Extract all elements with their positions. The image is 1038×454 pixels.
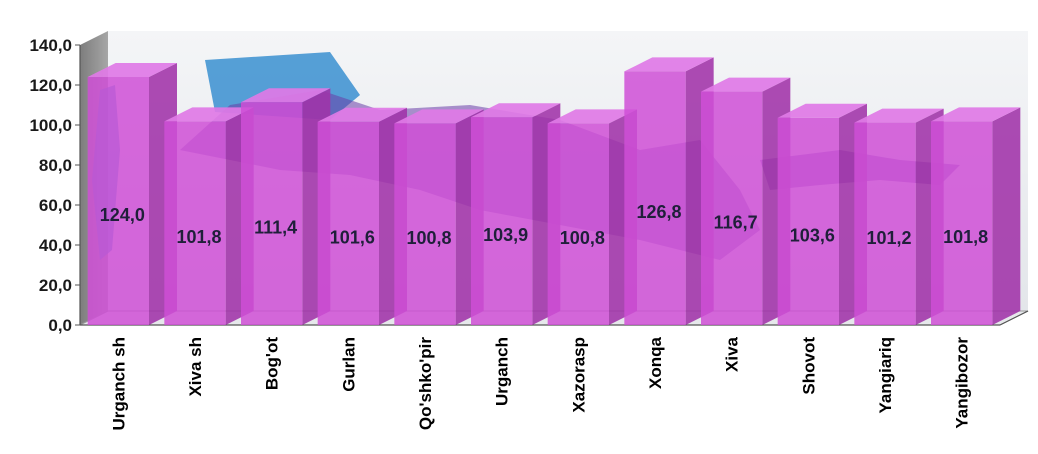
bar-front — [624, 71, 686, 326]
bar-front — [547, 123, 609, 326]
bar-front — [164, 121, 226, 326]
bar-top — [547, 109, 637, 124]
bar-front — [317, 121, 379, 325]
bar-top — [241, 88, 331, 103]
bar — [931, 107, 1021, 326]
bar-front — [241, 102, 303, 325]
y-tick-label: 120,0 — [29, 76, 72, 95]
bar — [547, 109, 637, 326]
bar-front — [931, 121, 993, 326]
bar-top — [701, 77, 791, 92]
bar — [777, 103, 867, 325]
bar-top — [394, 109, 484, 124]
bars — [87, 57, 1021, 326]
data-label: 100,8 — [560, 228, 605, 248]
bar-top — [777, 103, 867, 118]
data-label: 111,4 — [254, 218, 297, 238]
data-label: 103,6 — [790, 225, 835, 245]
data-label: 103,9 — [483, 225, 528, 245]
data-label: 116,7 — [714, 212, 758, 232]
bar-front — [87, 77, 149, 325]
x-tick-label: Yangibozor — [953, 337, 972, 429]
y-tick-label: 80,0 — [39, 156, 72, 175]
bar-front — [471, 117, 533, 325]
x-tick-label: Urganch sh — [109, 337, 128, 431]
bar-top — [471, 103, 561, 118]
x-tick-label: Xiva — [723, 336, 742, 372]
bar — [701, 77, 791, 325]
bar-front — [854, 122, 916, 325]
y-tick-label: 100,0 — [29, 116, 72, 135]
x-tick-label: Xonqa — [646, 336, 665, 388]
y-tick-label: 40,0 — [39, 236, 72, 255]
data-label: 126,8 — [636, 202, 681, 222]
x-tick-label: Xiva sh — [186, 337, 205, 397]
axes: 0,0 20,0 40,0 60,0 80,0 100,0 120,0 140,0 Urganc… — [29, 36, 1029, 431]
y-tick-label: 0,0 — [48, 316, 72, 335]
data-label: 101,8 — [943, 227, 988, 247]
y-tick-label: 140,0 — [29, 36, 72, 55]
bar-top — [164, 107, 254, 122]
x-tick-label: Xazorasp — [569, 337, 588, 413]
data-label: 101,2 — [866, 228, 911, 248]
data-label: 100,8 — [406, 228, 451, 248]
bar — [394, 109, 484, 326]
bar-front — [777, 117, 839, 325]
bar — [624, 57, 714, 326]
x-tick-label: Shovot — [799, 337, 818, 395]
bar-front — [394, 123, 456, 326]
bar — [854, 108, 944, 325]
x-tick-label: Gurlan — [339, 337, 358, 392]
bar — [164, 107, 254, 326]
floor-edge-line — [999, 310, 1029, 326]
bar-top — [87, 63, 177, 77]
data-label: 101,8 — [176, 227, 221, 247]
bar-top — [931, 107, 1021, 122]
x-tick-label: Bog'ot — [263, 337, 282, 390]
bar-side — [992, 107, 1021, 326]
y-tick-label: 60,0 — [39, 196, 72, 215]
bar-top — [624, 57, 714, 72]
bar — [241, 88, 331, 325]
bar-front — [701, 91, 763, 325]
data-labels: 124,0 101,8 111,4 101,6 100,8 103,9 100,8 126,8… — [100, 202, 988, 248]
data-label: 101,6 — [330, 227, 375, 247]
x-tick-label: Yangiariq — [876, 337, 895, 414]
bar — [87, 63, 177, 325]
bar — [317, 107, 407, 325]
x-tick-label: Qo'shko'pir — [416, 337, 435, 430]
bar — [471, 103, 561, 325]
bar-top — [854, 108, 944, 123]
x-tick-label: Urganch — [493, 337, 512, 406]
bar-top — [317, 107, 407, 122]
data-label: 124,0 — [100, 205, 145, 225]
y-tick-label: 20,0 — [39, 276, 72, 295]
